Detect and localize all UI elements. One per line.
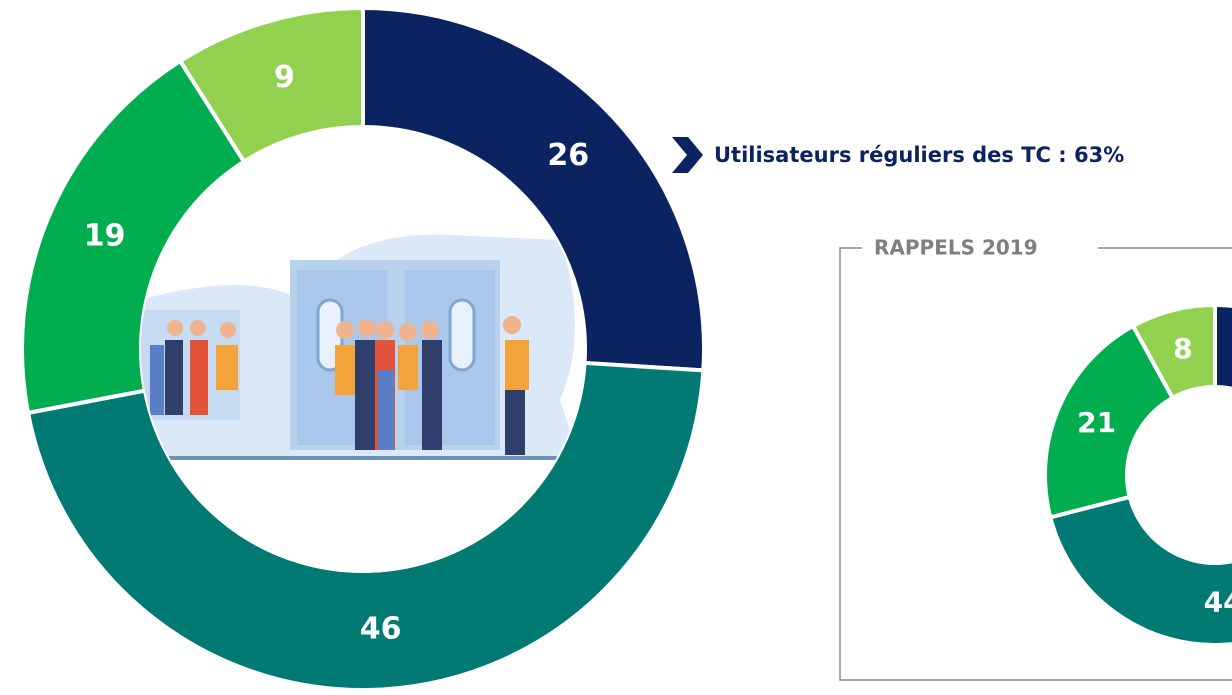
data-label: 19 bbox=[84, 219, 126, 254]
chevron-icon bbox=[672, 137, 703, 173]
infographic: RAPPELS 2019 Utilisateurs réguliers des … bbox=[0, 0, 1232, 695]
frame-title: RAPPELS 2019 bbox=[874, 236, 1038, 260]
data-label: 8 bbox=[1173, 332, 1192, 365]
data-label: 26 bbox=[547, 138, 589, 173]
data-label: 21 bbox=[1077, 406, 1116, 439]
data-label: 9 bbox=[274, 60, 295, 95]
data-label: 44 bbox=[1204, 586, 1232, 619]
page: {"chart_data": [ {"type": "pie", "annota… bbox=[0, 0, 1232, 695]
data-label: 46 bbox=[360, 611, 402, 646]
annotation: Utilisateurs réguliers des TC : 63% bbox=[714, 143, 1124, 167]
